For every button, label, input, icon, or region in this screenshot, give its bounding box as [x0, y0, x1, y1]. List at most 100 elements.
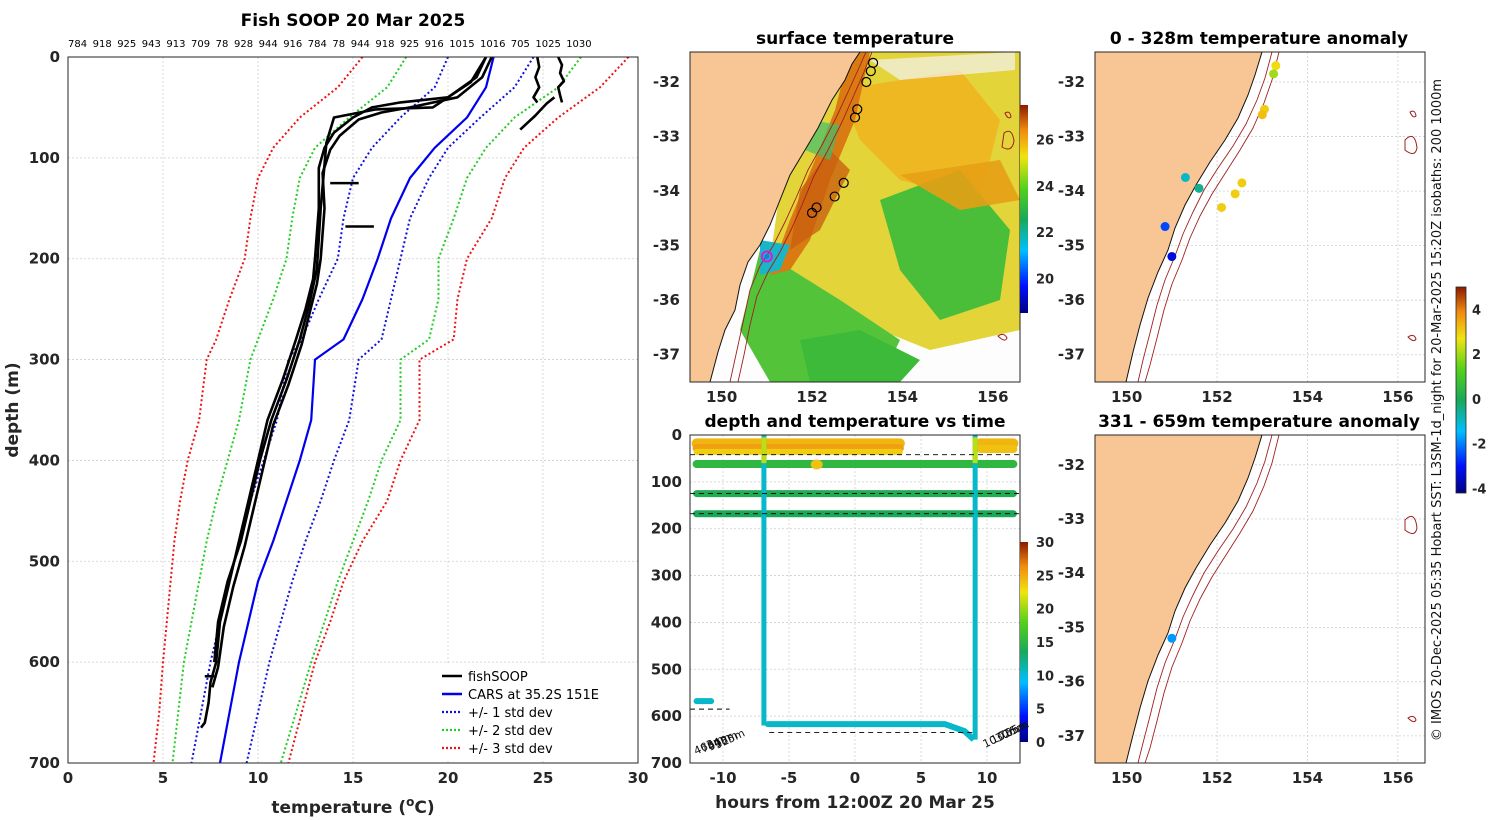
sst-panel: surface temperature 20 22 24 26: [653, 29, 1054, 406]
timeseries-colorbar: [1020, 542, 1028, 742]
watermark: © IMOS 20-Dec-2025 05:35 Hobart SST: L3S…: [1430, 79, 1445, 741]
profile-top-label: 913: [166, 39, 185, 50]
profile-top-label: 709: [191, 39, 210, 50]
anomaly-shallow-xtick: 154: [1292, 388, 1323, 406]
profile-xtick: 0: [63, 769, 73, 787]
anomaly-title-shallow: 0 - 328m temperature anomaly: [1110, 29, 1408, 49]
sst-ytick: -32: [653, 73, 680, 91]
timeseries-descent: [943, 721, 976, 742]
sst-marker: [849, 112, 861, 123]
profile-ytick: 100: [29, 149, 60, 167]
sst-ytick: -36: [653, 291, 680, 309]
timeseries-ytick: 300: [651, 567, 682, 585]
sst-ytick: -34: [653, 182, 680, 200]
timeseries-xtick: 5: [916, 769, 926, 787]
anomaly-deep-xtick: 156: [1382, 769, 1413, 787]
anomaly-shallow-xtick: 150: [1111, 388, 1142, 406]
timeseries-ytick: 100: [651, 473, 682, 491]
sst-highlight-marker: [760, 250, 773, 263]
profile-ytick: 400: [29, 451, 60, 469]
profile-xlabel: temperature (oC): [271, 795, 434, 818]
sst-marker: [829, 191, 840, 202]
profile-series-line: [213, 57, 488, 663]
timeseries-ytick: 600: [651, 707, 682, 725]
profile-panel: Fish SOOP 20 Mar 2025 784 918 925 943 913 709…: [3, 11, 648, 818]
anomaly-shallow-ytick: -36: [1058, 291, 1085, 309]
timeseries-panel: depth and temperature vs time 0 5 10 15 20 25…: [651, 412, 1054, 813]
anomaly-colorbar-tick: -2: [1472, 438, 1486, 453]
profile-xtick: 5: [158, 769, 168, 787]
anomaly-deep-ytick: -36: [1058, 673, 1085, 691]
profile-series-line: [245, 57, 535, 763]
profile-top-label: 1030: [566, 39, 591, 50]
sst-markers: [760, 57, 879, 263]
timeseries-colorbar-tick: 30: [1036, 536, 1054, 551]
profile-top-label: 78: [332, 39, 345, 50]
timeseries-ytick: 500: [651, 660, 682, 678]
profile-top-labels: 784 918 925 943 913 709 78 928 944 916 784 78 944 918…: [68, 39, 592, 50]
timeseries-xtick: 0: [850, 769, 860, 787]
timeseries-xtick: 10: [977, 769, 998, 787]
profile-series-line: [519, 96, 556, 131]
sst-xtick: 150: [706, 388, 737, 406]
anomaly-ticks-shallow: 150 152 154 156 -32 -33 -34 -35 -36 -37: [1058, 73, 1414, 406]
profile-series-line: [171, 57, 408, 763]
sst-colorbar: [1020, 105, 1028, 313]
anomaly-frame-shallow: [1094, 51, 1426, 383]
sst-ytick: -35: [653, 237, 680, 255]
profile-top-label: 928: [234, 39, 253, 50]
timeseries-ytick: 0: [672, 426, 682, 444]
sst-marker: [806, 207, 818, 219]
profile-top-label: 944: [351, 39, 370, 50]
timeseries-xlabel: hours from 12:00Z 20 Mar 25: [715, 793, 995, 813]
anomaly-deep-ytick: -34: [1058, 564, 1085, 582]
profile-ytick: 0: [50, 48, 60, 66]
anomaly-point: [1257, 110, 1267, 120]
profile-grid: [67, 56, 639, 764]
profile-top-label: 918: [93, 39, 112, 50]
sst-eddy: [880, 170, 1010, 320]
profile-xtick: 10: [248, 769, 269, 787]
profile-xtick: 30: [628, 769, 649, 787]
profile-top-label: 925: [117, 39, 136, 50]
anomaly-point: [1167, 633, 1177, 643]
anomaly-colorbar: [1455, 286, 1467, 494]
profile-top-label: 784: [68, 39, 87, 50]
profile-legend: fishSOOP CARS at 35.2S 151E +/- 1 std dev +…: [436, 665, 636, 759]
anomaly-colorbar-ticks: -4 -2 0 2 4: [1472, 303, 1486, 497]
profile-series-line: [218, 57, 495, 763]
anomaly-point: [1180, 172, 1190, 182]
timeseries-colorbar-tick: 5: [1036, 703, 1045, 718]
timeseries-colorbar-tick: 10: [1036, 669, 1054, 684]
anomaly-title-deep: 331 - 659m temperature anomaly: [1098, 412, 1420, 432]
sst-colorbar-tick: 22: [1036, 226, 1054, 241]
legend-label: fishSOOP: [468, 670, 528, 685]
sst-highlight-dot: [764, 254, 770, 260]
profile-ylabel: depth (m): [3, 362, 23, 457]
timeseries-colorbar-tick: 0: [1036, 736, 1045, 751]
profile-top-label: 916: [283, 39, 302, 50]
sst-marker: [838, 177, 849, 189]
profile-top-label: 78: [216, 39, 229, 50]
timeseries-ytick: 700: [651, 754, 682, 772]
profile-xtick: 15: [343, 769, 364, 787]
anomaly-point: [1269, 69, 1279, 79]
sst-marker: [861, 76, 872, 88]
anomaly-colorbar-tick: 0: [1472, 393, 1481, 408]
legend-label: +/- 3 std dev: [468, 742, 553, 757]
anomaly-deep-ytick: -33: [1058, 510, 1085, 528]
anomaly-deep-xtick: 150: [1111, 769, 1142, 787]
anomaly-point: [1194, 183, 1204, 193]
sst-colorbar-ticks: 20 22 24 26: [1036, 134, 1054, 288]
timeseries-title: depth and temperature vs time: [705, 412, 1006, 432]
timeseries-xtick: -10: [709, 769, 736, 787]
anomaly-point: [1217, 202, 1227, 212]
anomaly-point: [1230, 189, 1240, 199]
profile-ytick: 700: [29, 754, 60, 772]
profile-lines: [152, 57, 630, 763]
anomaly-shallow-ytick: -32: [1058, 73, 1085, 91]
profile-xtick: 25: [533, 769, 554, 787]
profile-top-label: 784: [308, 39, 327, 50]
